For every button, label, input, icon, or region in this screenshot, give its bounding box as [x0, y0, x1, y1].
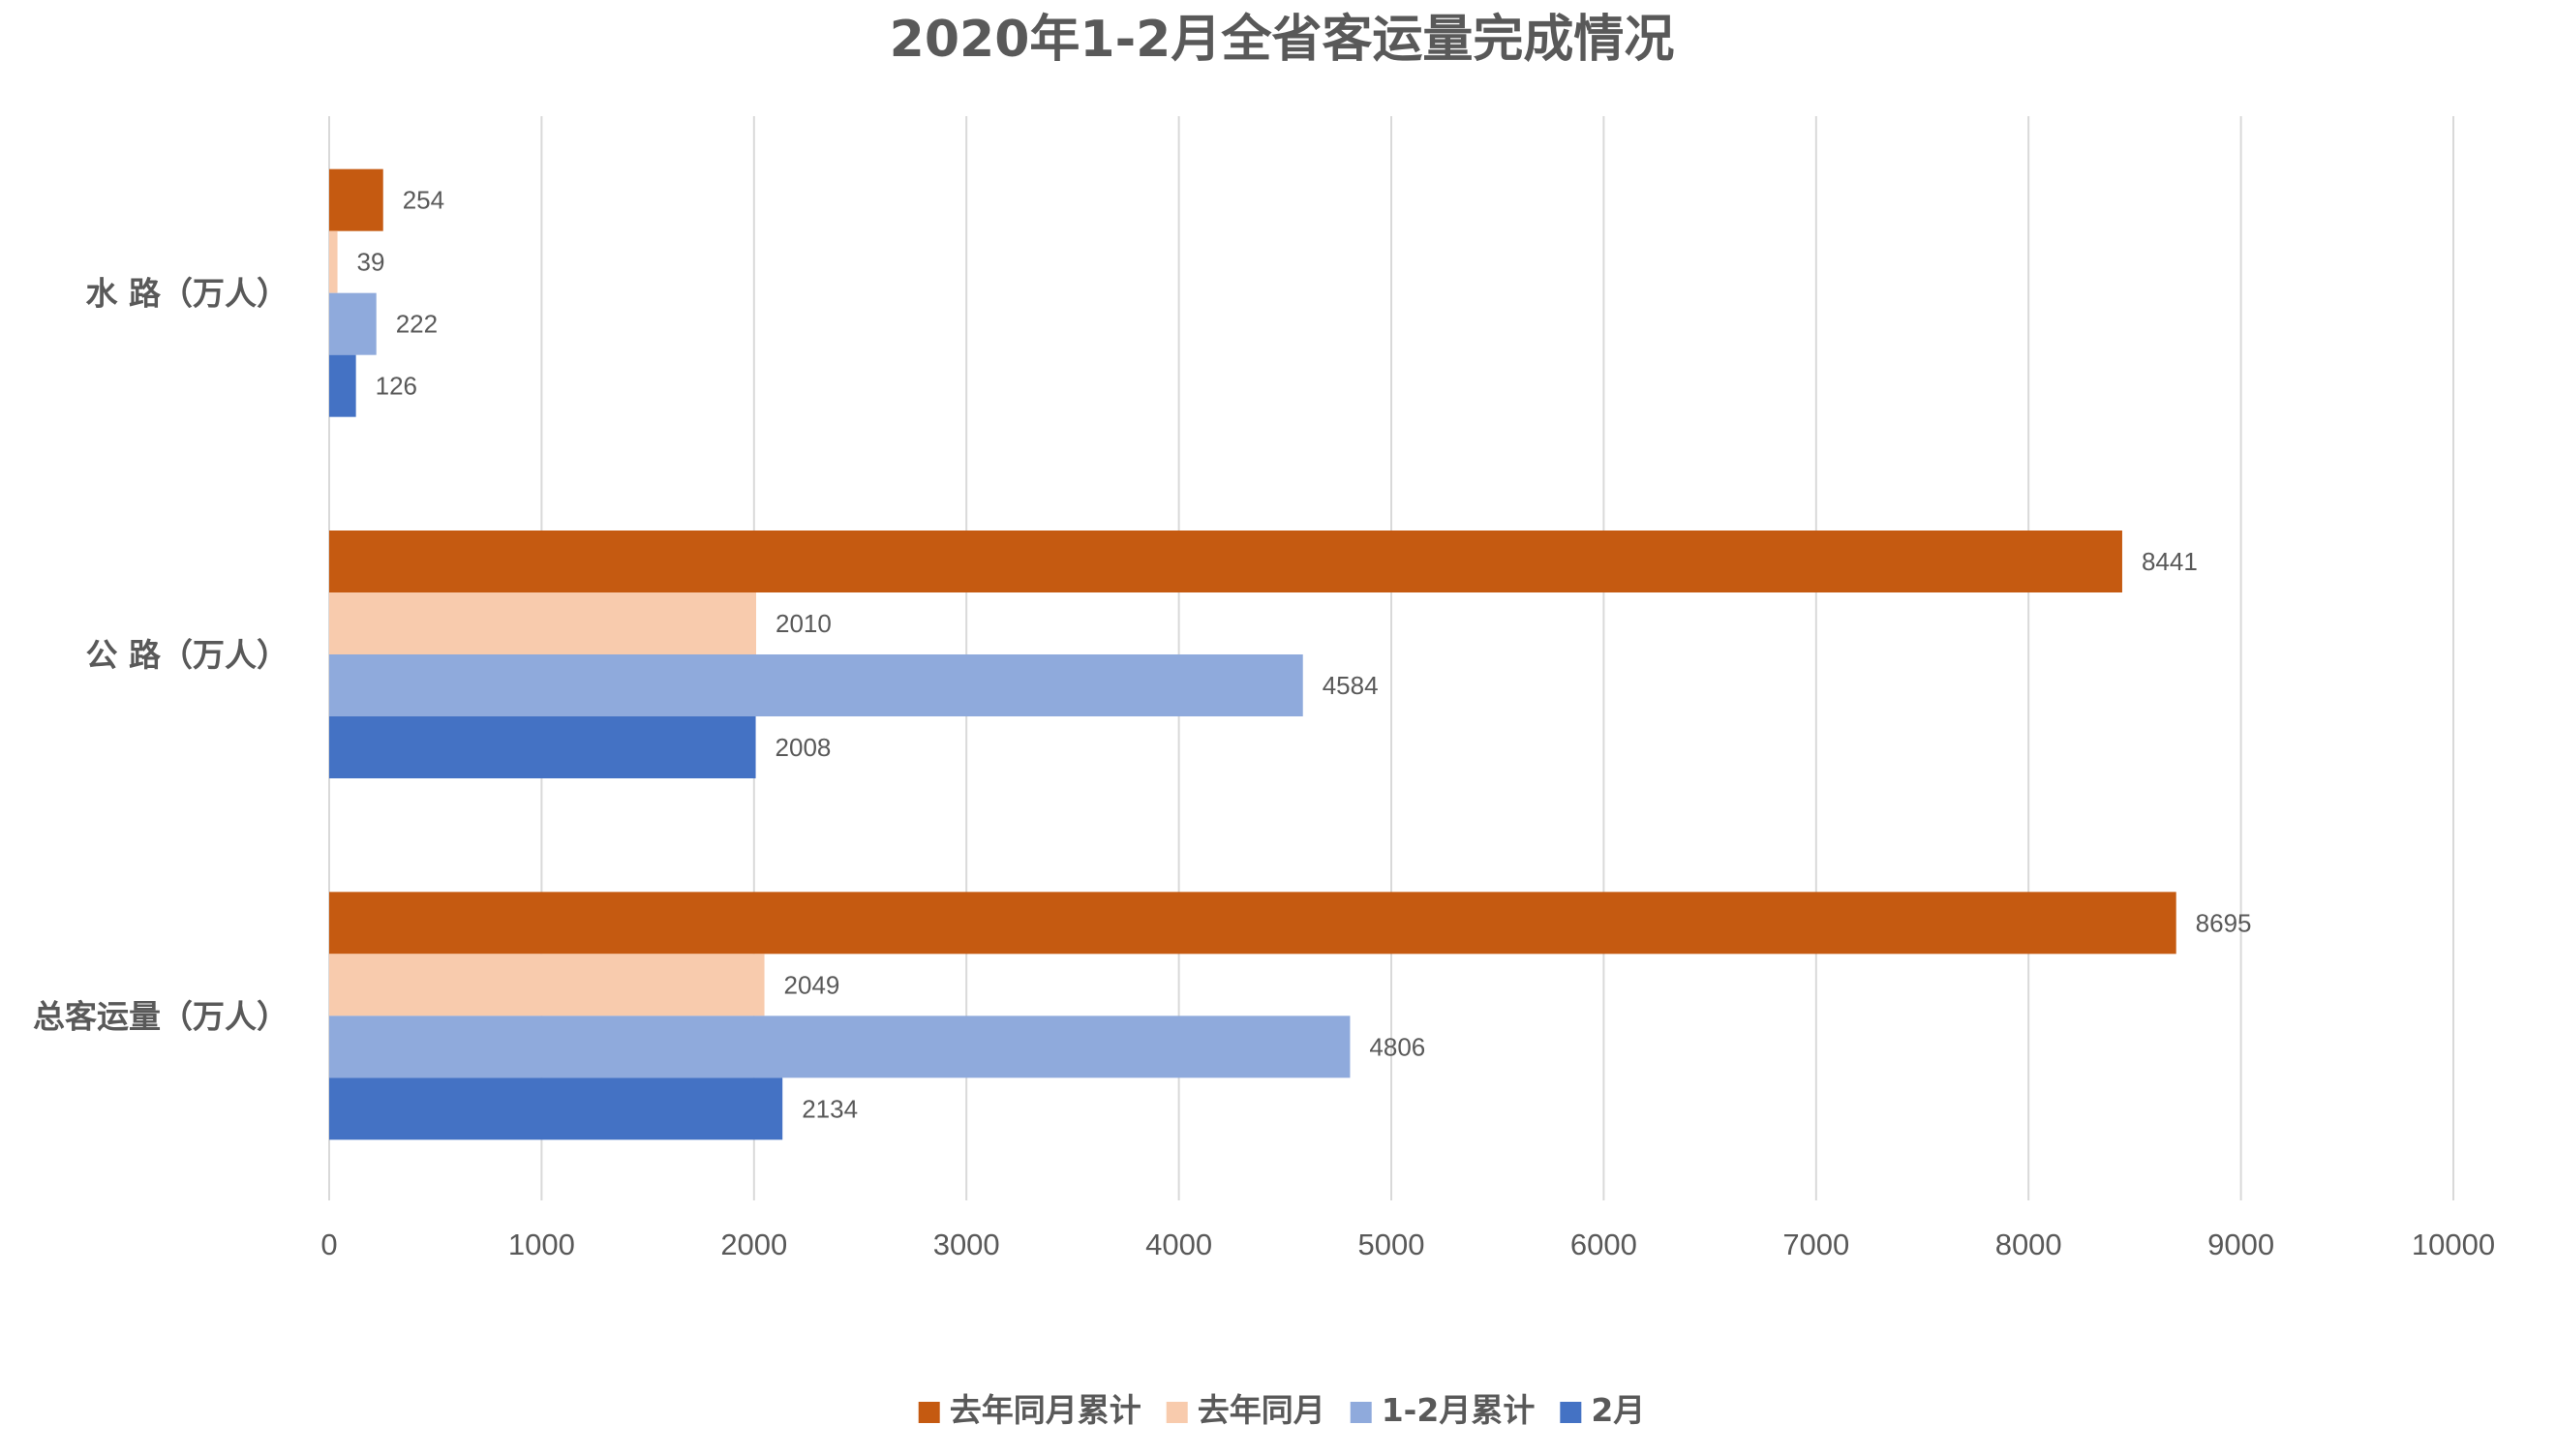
bar [329, 954, 765, 1016]
x-axis-ticks: 0 1000 2000 3000 4000 5000 6000 7000 8000 9000 100… [320, 1228, 2495, 1261]
bar [329, 892, 2176, 955]
bar [329, 354, 356, 417]
x-tick-label: 7000 [1782, 1228, 1849, 1261]
data-label: 2008 [776, 733, 832, 762]
data-label: 8441 [2142, 547, 2198, 576]
legend-label: 去年同月累计 [950, 1391, 1141, 1429]
bar [329, 230, 338, 293]
x-tick-label: 6000 [1570, 1228, 1637, 1261]
legend-item: 去年同月累计 [918, 1391, 1141, 1429]
data-label: 8695 [2196, 908, 2252, 937]
data-label: 4806 [1369, 1032, 1425, 1061]
bar [329, 592, 756, 654]
bar [329, 716, 756, 778]
category-label: 总客运量（万人） [33, 997, 289, 1035]
category-label: 水 路（万人） [86, 275, 289, 313]
category-label: 公 路（万人） [86, 636, 289, 674]
legend-item: 1-2月累计 [1350, 1391, 1536, 1429]
legend-swatch [1350, 1402, 1372, 1423]
x-tick-label: 4000 [1145, 1228, 1212, 1261]
legend-swatch [918, 1402, 940, 1423]
legend-label: 2月 [1591, 1391, 1645, 1429]
bar [329, 1016, 1351, 1078]
data-label: 39 [357, 248, 385, 277]
legend-item: 去年同月 [1166, 1391, 1325, 1429]
category-labels: 水 路（万人） 公 路（万人） 总客运量（万人） [33, 275, 289, 1036]
data-label: 2134 [802, 1094, 858, 1123]
x-tick-label: 9000 [2207, 1228, 2274, 1261]
bar [329, 1077, 783, 1140]
x-tick-label: 5000 [1358, 1228, 1425, 1261]
bars [329, 168, 2176, 1140]
bar [329, 292, 377, 355]
legend: 去年同月累计 去年同月 1-2月累计 2月 [918, 1391, 1645, 1429]
data-label: 222 [396, 310, 438, 339]
legend-label: 1-2月累计 [1382, 1391, 1536, 1429]
x-tick-label: 10000 [2412, 1228, 2495, 1261]
x-tick-label: 1000 [508, 1228, 575, 1261]
legend-item: 2月 [1560, 1391, 1645, 1429]
data-label: 2010 [776, 609, 832, 638]
x-tick-label: 3000 [933, 1228, 1000, 1261]
bar [329, 168, 383, 231]
chart-title: 2020年1-2月全省客运量完成情况 [890, 11, 1675, 69]
bar [329, 531, 2122, 592]
legend-swatch [1166, 1402, 1188, 1423]
data-label: 4584 [1323, 671, 1379, 700]
data-label: 126 [376, 372, 417, 401]
x-tick-label: 2000 [720, 1228, 787, 1261]
data-labels: 254 39 222 126 8441 2010 4584 2008 8695 2049 4806 2… [357, 186, 2252, 1124]
legend-swatch [1560, 1402, 1582, 1423]
x-tick-label: 8000 [1995, 1228, 2062, 1261]
x-tick-label: 0 [320, 1228, 337, 1261]
data-label: 254 [403, 186, 444, 215]
data-label: 2049 [784, 970, 840, 999]
legend-label: 去年同月 [1198, 1391, 1325, 1429]
bar [329, 654, 1303, 716]
